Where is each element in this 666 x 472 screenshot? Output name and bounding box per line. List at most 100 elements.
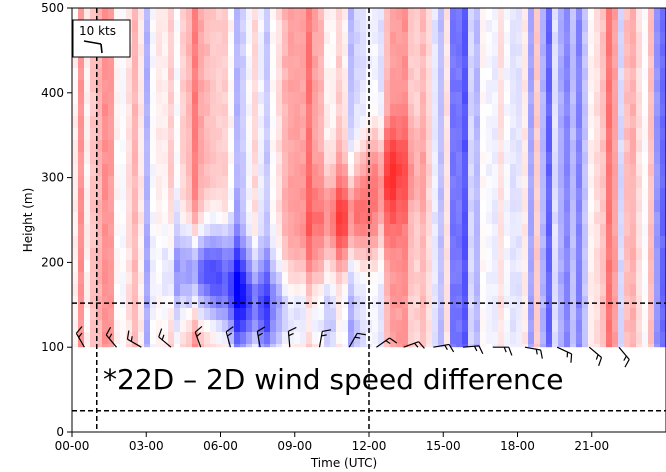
heat-cell [414,224,421,237]
heat-cell [294,104,301,117]
heat-cell [168,284,175,297]
heat-cell [198,200,205,213]
heat-cell [258,68,265,81]
heat-cell [522,68,529,81]
barb-staff [225,331,231,348]
heat-cell [360,152,367,165]
heat-cell [432,332,439,345]
heat-cell [606,224,613,237]
barb-flag [126,330,130,340]
heat-cell [504,68,511,81]
heat-cell [420,272,427,285]
heat-cell [618,284,625,297]
heat-cell [84,56,91,69]
heat-cell [204,164,211,177]
heat-cell [558,236,565,249]
heat-cell [264,152,271,165]
heat-cell [318,260,325,273]
heat-cell [600,224,607,237]
heat-cell [414,332,421,345]
heat-cell [402,272,409,285]
heat-cell [228,32,235,45]
heat-cell [162,200,169,213]
heat-cell [300,128,307,141]
heat-cell [546,152,553,165]
heat-cell [462,284,469,297]
heat-cell [258,248,265,261]
heat-cell [150,332,157,345]
heat-cell [576,260,583,273]
heat-cell [486,236,493,249]
heat-cell [222,212,229,225]
heat-cell [660,272,666,285]
heat-cell [270,92,277,105]
heat-cell [168,332,175,345]
heat-cell [306,128,313,141]
heat-cell [288,200,295,213]
heat-cell [168,308,175,321]
heat-cell [372,8,379,21]
heat-cell [420,68,427,81]
heat-cell [408,80,415,93]
heat-cell [282,236,289,249]
heat-cell [84,176,91,189]
heat-cell [120,140,127,153]
heat-cell [240,164,247,177]
heat-cell [138,164,145,177]
heat-cell [480,296,487,309]
heat-cell [108,80,115,93]
heat-cell [150,8,157,21]
heat-cell [330,236,337,249]
heat-cell [300,320,307,333]
heat-cell [264,284,271,297]
heat-cell [282,176,289,189]
heat-cell [156,272,163,285]
x-tick-label: 09-00 [277,439,312,453]
heat-cell [198,128,205,141]
heat-cell [426,212,433,225]
heat-cell [324,332,331,345]
heat-cell [300,140,307,153]
heat-cell [90,188,97,201]
heat-cell [582,320,589,333]
heat-cell [396,332,403,345]
heat-cell [498,116,505,129]
heat-cell [420,236,427,249]
heat-cell [258,236,265,249]
heat-cell [426,284,433,297]
heat-cell [588,164,595,177]
heat-cell [234,140,241,153]
heat-cell [240,56,247,69]
heat-cell [432,104,439,117]
heat-cell [540,224,547,237]
heat-cell [396,92,403,105]
heat-cell [354,260,361,273]
heat-cell [156,260,163,273]
heat-cell [390,176,397,189]
heat-cell [534,140,541,153]
heat-cell [516,80,523,93]
heat-cell [492,212,499,225]
heat-cell [426,296,433,309]
heat-cell [324,260,331,273]
heat-cell [222,116,229,129]
heat-cell [426,248,433,261]
heat-cell [384,248,391,261]
heat-cell [588,104,595,117]
heat-cell [312,44,319,57]
heat-cell [174,44,181,57]
heat-cell [108,164,115,177]
heat-cell [552,200,559,213]
heat-cell [510,308,517,321]
heat-cell [378,308,385,321]
heat-cell [246,320,253,333]
heat-cell [288,116,295,129]
heat-cell [522,152,529,165]
heat-cell [480,20,487,33]
heat-cell [348,104,355,117]
heat-cell [300,92,307,105]
heat-cell [222,260,229,273]
heat-cell [570,152,577,165]
heat-cell [618,320,625,333]
heat-cell [354,32,361,45]
